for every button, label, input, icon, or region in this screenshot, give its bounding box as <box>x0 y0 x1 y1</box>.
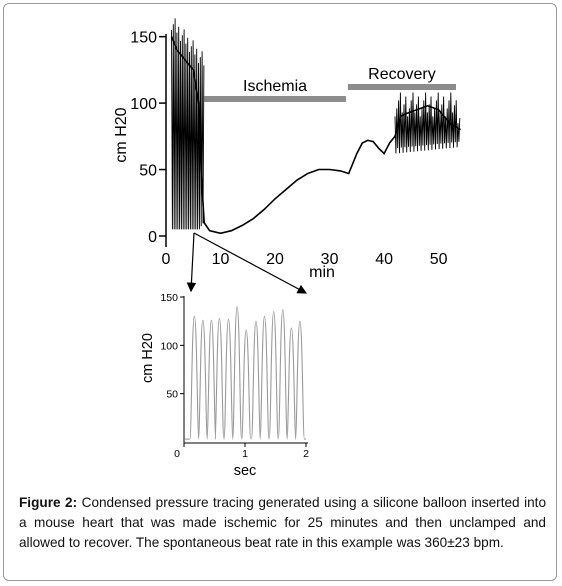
pressure-trace <box>170 36 461 235</box>
annotation-bar <box>204 96 346 102</box>
annotation-label: Ischemia <box>243 78 307 95</box>
x-axis-label: min <box>309 264 335 281</box>
y-tick-label: 0 <box>148 229 157 246</box>
beat-waveform <box>277 309 288 440</box>
y-tick-label: 50 <box>139 163 157 180</box>
inset-x-tick-label: 2 <box>303 448 309 460</box>
x-tick-label: 10 <box>212 251 230 268</box>
main-chart: 0 50 100 150 0 10 20 30 40 50 min cm H20 Ischemia Rec… <box>113 18 461 294</box>
beat-waveform <box>268 310 279 440</box>
beating-trace <box>171 18 205 230</box>
caption-text: Condensed pressure tracing generated usi… <box>19 495 547 550</box>
y-tick-label: 100 <box>130 96 157 113</box>
x-tick-label: 30 <box>321 251 339 268</box>
beat-waveform <box>223 318 234 440</box>
inset-x-tick-label: 1 <box>242 448 248 460</box>
zoom-arrow-right <box>193 232 308 294</box>
x-tick-label: 0 <box>162 251 171 268</box>
beat-waveform <box>206 319 217 440</box>
beat-waveform <box>286 327 297 440</box>
beat-waveform <box>241 329 252 440</box>
inset-y-axis-label: cm H20 <box>140 333 156 383</box>
beating-trace <box>394 92 461 154</box>
x-tick-label: 40 <box>375 251 393 268</box>
inset-y-tick-label: 100 <box>160 340 178 352</box>
y-axis-label: cm H20 <box>113 107 130 162</box>
beat-waveform <box>259 315 270 440</box>
inset-x-tick-label: 0 <box>174 448 180 460</box>
x-tick-label: 50 <box>430 251 448 268</box>
beat-waveform <box>189 315 200 440</box>
beat-waveform <box>250 320 262 440</box>
annotation-bar <box>347 84 456 90</box>
caption-label: Figure 2: <box>19 495 78 510</box>
beat-waveform <box>294 320 305 440</box>
x-tick-label: 20 <box>266 251 284 268</box>
annotation-label: Recovery <box>368 66 436 83</box>
beat-waveform <box>232 306 243 440</box>
beat-waveform <box>214 317 225 440</box>
figure-caption: Figure 2: Condensed pressure tracing gen… <box>19 493 546 553</box>
inset-x-axis-label: sec <box>234 463 257 479</box>
zoom-arrow-left <box>186 232 197 293</box>
inset-y-tick-label: 50 <box>166 389 178 401</box>
inset-y-tick-label: 150 <box>160 292 178 304</box>
beat-waveform <box>197 319 208 440</box>
y-tick-label: 150 <box>130 30 157 47</box>
inset-chart: 50 100 150 0 1 2 sec cm H20 <box>140 292 309 479</box>
